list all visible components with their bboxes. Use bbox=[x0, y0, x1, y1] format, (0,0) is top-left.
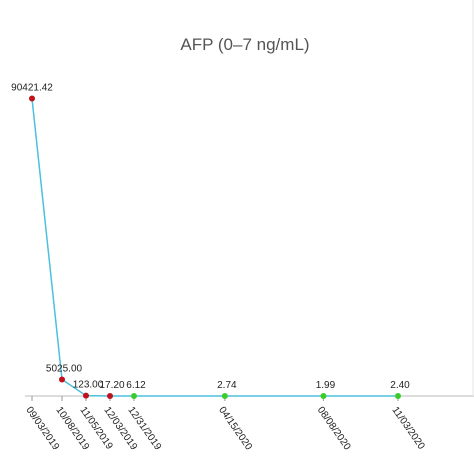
data-point bbox=[320, 392, 327, 399]
data-label: 17.20 bbox=[99, 380, 124, 391]
data-point bbox=[83, 392, 89, 399]
data-point bbox=[107, 392, 113, 399]
data-label: 90421.42 bbox=[11, 83, 53, 94]
data-label: 2.74 bbox=[217, 380, 237, 391]
data-point bbox=[131, 392, 137, 399]
data-point bbox=[395, 392, 401, 399]
data-label: 5025.00 bbox=[46, 363, 83, 374]
data-line bbox=[31, 98, 399, 397]
x-tick-label: 08/08/2020 bbox=[315, 405, 353, 453]
x-tick-label: 04/15/2020 bbox=[216, 405, 254, 453]
data-label: 6.12 bbox=[126, 380, 146, 391]
x-tick-label: 11/03/2020 bbox=[389, 405, 427, 452]
data-point bbox=[221, 392, 228, 399]
data-point bbox=[59, 376, 65, 383]
data-point bbox=[29, 95, 35, 102]
data-label: 1.99 bbox=[316, 380, 336, 391]
chart-title: AFP (0–7 ng/mL) bbox=[180, 35, 309, 54]
data-label: 2.40 bbox=[390, 380, 410, 391]
data-label: 123.00 bbox=[73, 380, 104, 391]
